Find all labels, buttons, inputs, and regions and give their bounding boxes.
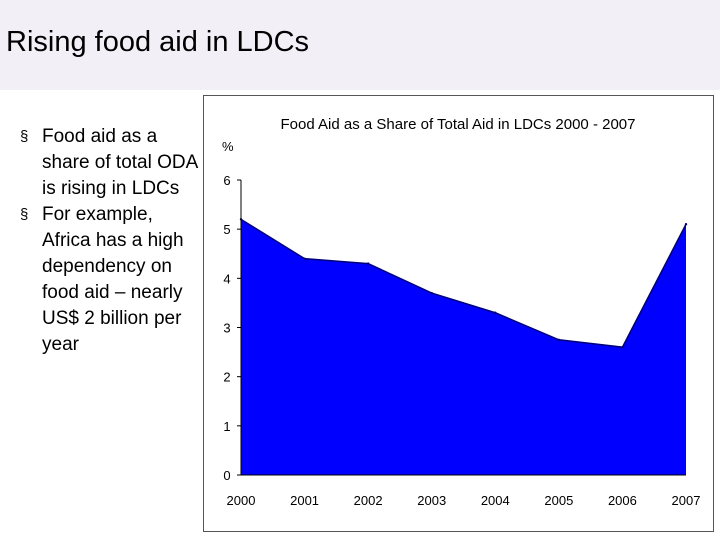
chart-frame: Food Aid as a Share of Total Aid in LDCs… (203, 95, 714, 532)
chart-title: Food Aid as a Share of Total Aid in LDCs… (281, 116, 636, 133)
data-point (621, 345, 624, 349)
data-point (557, 338, 561, 341)
area-chart: Food Aid as a Share of Total Aid in LDCs… (222, 116, 701, 508)
slide-title: Rising food aid in LDCs (6, 26, 310, 58)
series-area (241, 219, 686, 475)
x-tick-label: 2006 (608, 493, 637, 508)
y-tick-label: 1 (223, 419, 230, 434)
bullet-list: § Food aid as a share of total ODA is ri… (18, 124, 198, 358)
y-tick-label: 0 (223, 468, 230, 483)
x-tick-label: 2001 (290, 493, 319, 508)
y-tick-label: 4 (223, 271, 230, 286)
x-tick-label: 2002 (354, 493, 383, 508)
x-tick-label: 2000 (227, 493, 256, 508)
square-bullet-icon: § (20, 206, 29, 223)
series-line (240, 218, 687, 348)
bullet-text: For example, Africa has a high dependenc… (42, 204, 184, 355)
data-point (684, 223, 688, 226)
bullet-item: § For example, Africa has a high depende… (18, 202, 198, 358)
square-bullet-icon: § (20, 128, 29, 145)
y-axis-unit-label: % (222, 139, 234, 154)
bullet-item: § Food aid as a share of total ODA is ri… (18, 124, 198, 202)
data-point (366, 262, 370, 265)
data-point (494, 311, 497, 314)
bullet-text: Food aid as a share of total ODA is risi… (42, 126, 198, 199)
y-tick-label: 2 (223, 370, 230, 385)
y-tick-label: 6 (223, 173, 230, 188)
x-tick-label: 2004 (481, 493, 510, 508)
data-point (303, 257, 306, 260)
x-tick-label: 2005 (544, 493, 573, 508)
title-bar: Rising food aid in LDCs (0, 0, 720, 90)
y-tick-label: 3 (223, 321, 230, 336)
data-point (430, 291, 433, 295)
x-tick-label: 2003 (417, 493, 446, 508)
x-tick-label: 2007 (672, 493, 701, 508)
y-tick-label: 5 (223, 222, 230, 237)
